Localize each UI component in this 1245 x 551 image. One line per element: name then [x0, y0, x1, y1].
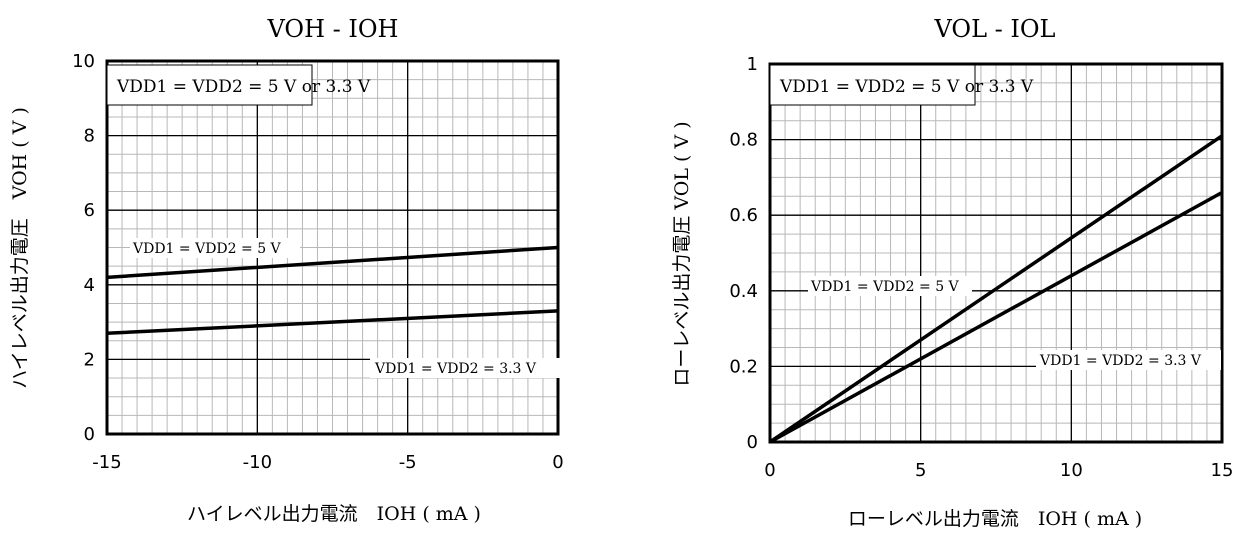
x-tick-label: 5	[915, 460, 926, 481]
chart-vol-iol: 0 5 10 15 0 0.2 0.4 0.6 0.8 1 VDD1 = VDD2 = 5 V o…	[671, 15, 1233, 530]
tick-labels: -15 -10 -5 0 0 2 4 6 8 10	[72, 51, 564, 473]
x-tick-label: 0	[552, 452, 563, 473]
y-tick-label: 0	[84, 424, 95, 445]
x-tick-label: 15	[1211, 460, 1234, 481]
x-tick-label: -5	[399, 452, 417, 473]
y-tick-label: 4	[84, 275, 95, 296]
label-bg	[1036, 350, 1221, 370]
series-label-5v: VDD1 = VDD2 = 5 V	[810, 279, 960, 295]
x-tick-label: 10	[1060, 460, 1083, 481]
label-bg	[808, 276, 972, 296]
series-line-0	[106, 245, 559, 280]
chart-title: VOL - IOL	[934, 15, 1056, 43]
label-bg	[370, 358, 560, 378]
x-tick-label: 0	[764, 460, 775, 481]
x-tick-label: -15	[92, 452, 121, 473]
condition-box	[769, 64, 976, 106]
y-tick-label: 0.4	[729, 281, 758, 302]
series-lines	[769, 134, 1223, 444]
y-axis-label: ハイレベル出力電圧 VOH ( V )	[9, 107, 31, 389]
x-axis-label: ハイレベル出力電流 IOH ( mA )	[187, 503, 481, 525]
series-line-0	[769, 134, 1223, 444]
plot-frame	[105, 59, 560, 436]
y-axis-label: ローレベル出力電圧 VOL ( V )	[671, 121, 693, 386]
chart-voh-ioh: -15 -10 -5 0 0 2 4 6 8 10 VDD1 = VDD2 = 5 V or 3.…	[9, 15, 564, 525]
series-label-3v3: VDD1 = VDD2 = 3.3 V	[374, 361, 537, 377]
grid	[770, 64, 1222, 442]
condition-box-text: VDD1 = VDD2 = 5 V or 3.3 V	[116, 77, 371, 97]
condition-box-text: VDD1 = VDD2 = 5 V or 3.3 V	[779, 77, 1034, 97]
condition-box	[106, 64, 313, 106]
label-bg	[130, 238, 300, 258]
y-tick-label: 2	[84, 349, 95, 370]
y-tick-label: 0.8	[729, 130, 758, 151]
y-tick-label: 0.2	[729, 356, 758, 377]
series-lines	[106, 245, 559, 336]
series-label-5v: VDD1 = VDD2 = 5 V	[132, 241, 282, 257]
series-line-1	[106, 309, 559, 336]
y-tick-label: 0.6	[729, 205, 758, 226]
chart-title: VOH - IOH	[267, 15, 399, 43]
y-tick-label: 10	[72, 51, 95, 72]
y-tick-label: 6	[84, 200, 95, 221]
series-label-3v3: VDD1 = VDD2 = 3.3 V	[1039, 353, 1202, 369]
series-line-1	[769, 190, 1223, 444]
x-tick-label: -10	[243, 452, 272, 473]
plot-frame	[768, 62, 1224, 444]
y-tick-label: 0	[747, 432, 758, 453]
y-tick-label: 1	[747, 54, 758, 75]
x-axis-label: ローレベル出力電流 IOH ( mA )	[848, 508, 1142, 530]
y-tick-label: 8	[84, 126, 95, 147]
tick-labels: 0 5 10 15 0 0.2 0.4 0.6 0.8 1	[729, 54, 1233, 481]
